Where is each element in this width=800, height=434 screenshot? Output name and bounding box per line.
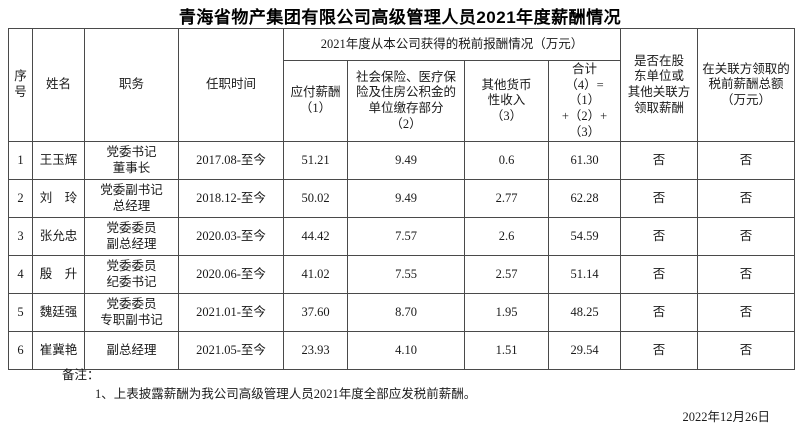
cell-in-related: 否	[620, 179, 699, 219]
cell-position: 党委副书记 总经理	[84, 179, 179, 219]
cell-related-amount: 否	[697, 217, 796, 257]
cell-position: 党委委员 专职副书记	[84, 293, 179, 333]
cell-tenure: 2021.05-至今	[178, 331, 284, 371]
cell-payable: 23.93	[283, 331, 348, 371]
cell-name: 刘 玲	[32, 179, 85, 219]
cell-name: 魏廷强	[32, 293, 85, 333]
cell-related-amount: 否	[697, 179, 796, 219]
cell-related-amount: 否	[697, 293, 796, 333]
cell-other: 2.77	[464, 179, 549, 219]
cell-payable: 37.60	[283, 293, 348, 333]
table-row: 3 张允忠 党委委员 副总经理 2020.03-至今 44.42 7.57 2.…	[8, 217, 796, 257]
col-header-seq: 序 号	[8, 27, 33, 143]
cell-payable: 51.21	[283, 141, 348, 181]
cell-name: 殷 升	[32, 255, 85, 295]
cell-payable: 44.42	[283, 217, 348, 257]
col-header-social-insurance: 社会保险、医疗保 险及住房公积金的 单位缴存部分 （2）	[347, 59, 465, 143]
cell-total: 61.30	[547, 141, 622, 181]
col-header-remuneration-group: 2021年度从本公司获得的税前报酬情况（万元）	[282, 28, 622, 61]
cell-other: 2.6	[464, 217, 549, 257]
cell-social: 4.10	[347, 331, 465, 371]
cell-total: 62.28	[547, 179, 622, 219]
cell-related-amount: 否	[697, 141, 796, 181]
header-row-2: 应付薪酬 （1） 社会保险、医疗保 险及住房公积金的 单位缴存部分 （2） 其他…	[9, 59, 795, 143]
cell-tenure: 2021.01-至今	[178, 293, 284, 333]
page-title: 青海省物产集团有限公司高级管理人员2021年度薪酬情况	[178, 8, 622, 27]
cell-name: 王玉辉	[32, 141, 85, 181]
table-row: 6 崔冀艳 副总经理 2021.05-至今 23.93 4.10 1.51 29…	[8, 331, 796, 371]
cell-position: 副总经理	[84, 331, 179, 371]
cell-tenure: 2017.08-至今	[178, 141, 284, 181]
cell-other: 2.57	[464, 255, 549, 295]
notes-label: 备注：	[62, 368, 100, 382]
cell-payable: 50.02	[283, 179, 348, 219]
col-header-tenure: 任职时间	[178, 27, 284, 143]
cell-social: 9.49	[347, 141, 465, 181]
col-header-name: 姓名	[32, 27, 85, 143]
cell-social: 9.49	[347, 179, 465, 219]
document-date: 2022年12月26日	[682, 410, 770, 424]
cell-seq: 2	[8, 179, 33, 219]
cell-other: 1.51	[464, 331, 549, 371]
cell-other: 0.6	[464, 141, 549, 181]
cell-tenure: 2020.03-至今	[178, 217, 284, 257]
cell-tenure: 2020.06-至今	[178, 255, 284, 295]
col-header-payable: 应付薪酬 （1）	[283, 59, 348, 143]
cell-seq: 4	[8, 255, 33, 295]
cell-seq: 6	[8, 331, 33, 371]
header-row-1: 序 号 姓名 职务 任职时间 2021年度从本公司获得的税前报酬情况（万元） 是…	[8, 27, 796, 143]
cell-in-related: 否	[620, 217, 699, 257]
cell-name: 崔冀艳	[32, 331, 85, 371]
cell-total: 54.59	[547, 217, 622, 257]
cell-in-related: 否	[620, 255, 699, 295]
cell-position: 党委委员 副总经理	[84, 217, 179, 257]
cell-in-related: 否	[620, 141, 699, 181]
cell-related-amount: 否	[697, 331, 796, 371]
cell-total: 48.25	[547, 293, 622, 333]
cell-related-amount: 否	[697, 255, 796, 295]
cell-other: 1.95	[464, 293, 549, 333]
table-row: 4 殷 升 党委委员 纪委书记 2020.06-至今 41.02 7.55 2.…	[8, 255, 796, 295]
cell-payable: 41.02	[283, 255, 348, 295]
col-header-other-income: 其他货币 性收入 （3）	[464, 59, 549, 143]
cell-social: 7.55	[347, 255, 465, 295]
cell-total: 51.14	[547, 255, 622, 295]
table-row: 5 魏廷强 党委委员 专职副书记 2021.01-至今 37.60 8.70 1…	[8, 293, 796, 333]
col-header-total: 合计 （4）=（1） +（2）+ （3）	[547, 59, 622, 143]
cell-total: 29.54	[547, 331, 622, 371]
table-row: 1 王玉辉 党委书记 董事长 2017.08-至今 51.21 9.49 0.6…	[8, 141, 796, 181]
cell-seq: 3	[8, 217, 33, 257]
cell-position: 党委委员 纪委书记	[84, 255, 179, 295]
cell-name: 张允忠	[32, 217, 85, 257]
cell-in-related: 否	[620, 293, 699, 333]
cell-social: 7.57	[347, 217, 465, 257]
cell-seq: 1	[8, 141, 33, 181]
col-header-position: 职务	[84, 27, 179, 143]
cell-tenure: 2018.12-至今	[178, 179, 284, 219]
table-row: 2 刘 玲 党委副书记 总经理 2018.12-至今 50.02 9.49 2.…	[8, 179, 796, 219]
cell-in-related: 否	[620, 331, 699, 371]
cell-position: 党委书记 董事长	[84, 141, 179, 181]
col-header-related-party: 是否在股 东单位或 其他关联方 领取薪酬	[620, 27, 699, 143]
col-header-related-amount: 在关联方领取的 税前薪酬总额 （万元）	[697, 27, 796, 143]
cell-seq: 5	[8, 293, 33, 333]
salary-table: 序 号 姓名 职务 任职时间 2021年度从本公司获得的税前报酬情况（万元） 是…	[8, 27, 796, 371]
cell-social: 8.70	[347, 293, 465, 333]
note-item-1: 1、上表披露薪酬为我公司高级管理人员2021年度全部应发税前薪酬。	[95, 387, 477, 401]
